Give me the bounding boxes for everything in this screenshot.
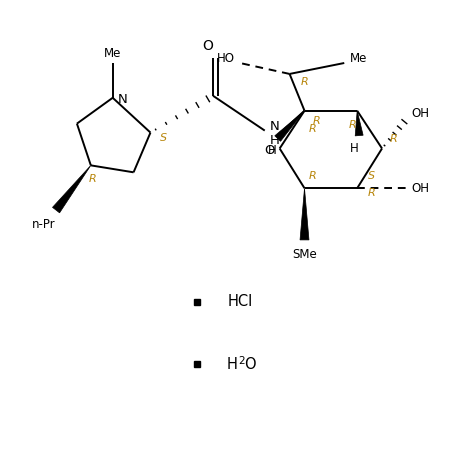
Text: H: H <box>350 142 359 155</box>
Text: R: R <box>89 174 97 184</box>
Text: 2: 2 <box>238 356 245 366</box>
Text: H: H <box>227 357 238 372</box>
Polygon shape <box>300 188 309 240</box>
Text: SMe: SMe <box>292 248 317 261</box>
Text: R: R <box>313 116 320 126</box>
Text: O: O <box>244 357 255 372</box>
Text: R: R <box>301 77 308 87</box>
Text: Me: Me <box>349 52 367 65</box>
Text: O: O <box>264 144 275 157</box>
Text: R: R <box>308 172 317 181</box>
Text: HO: HO <box>217 52 235 65</box>
Text: R: R <box>390 133 398 144</box>
Text: S: S <box>368 172 374 181</box>
Text: N: N <box>270 120 280 133</box>
Text: R: R <box>308 123 317 134</box>
Text: R: R <box>348 119 356 130</box>
Polygon shape <box>355 111 363 136</box>
Text: H: H <box>270 134 280 147</box>
Text: O: O <box>202 39 214 53</box>
Text: n-Pr: n-Pr <box>32 217 56 230</box>
Text: OH: OH <box>412 107 430 120</box>
Text: H: H <box>269 144 277 157</box>
Text: OH: OH <box>412 182 430 195</box>
Polygon shape <box>53 165 91 213</box>
Text: R: R <box>367 188 375 198</box>
Polygon shape <box>275 111 304 141</box>
Text: N: N <box>118 93 128 106</box>
Text: Me: Me <box>104 47 121 60</box>
Text: S: S <box>160 132 167 142</box>
Text: HCl: HCl <box>227 294 252 309</box>
